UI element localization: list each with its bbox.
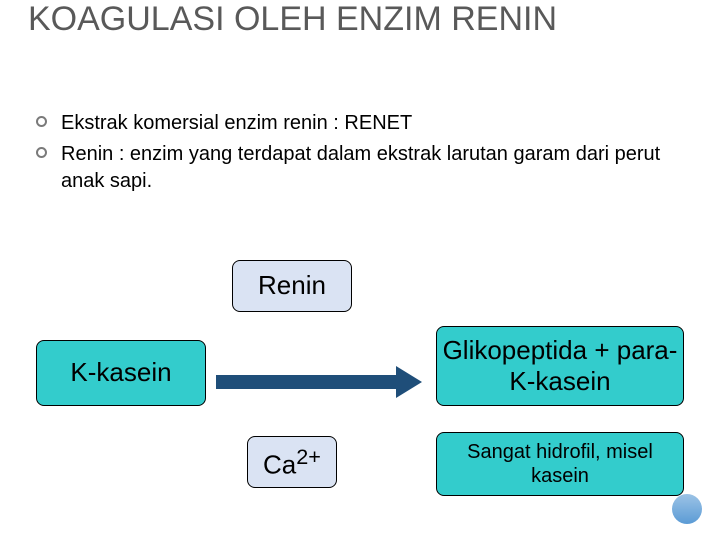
- list-item: Ekstrak komersial enzim renin : RENET: [36, 110, 680, 137]
- node-label: Ca2+: [263, 444, 321, 481]
- arrow-icon: [216, 366, 422, 398]
- bullet-icon: [36, 116, 47, 127]
- page-number-circle: [672, 494, 702, 524]
- bullet-icon: [36, 147, 47, 158]
- node-renin: Renin: [232, 260, 352, 312]
- bullet-list: Ekstrak komersial enzim renin : RENET Re…: [36, 110, 680, 199]
- arrow-shaft: [216, 375, 396, 389]
- node-label: Sangat hidrofil, misel kasein: [437, 440, 683, 488]
- node-ca2plus: Ca2+: [247, 436, 337, 488]
- bullet-text: Ekstrak komersial enzim renin : RENET: [61, 110, 412, 137]
- list-item: Renin : enzim yang terdapat dalam ekstra…: [36, 141, 680, 195]
- node-label: Glikopeptida + para-K-kasein: [437, 335, 683, 397]
- flow-diagram: Renin K-kasein Glikopeptida + para-K-kas…: [36, 260, 684, 520]
- ca-sup: 2+: [296, 444, 321, 469]
- node-misel: Sangat hidrofil, misel kasein: [436, 432, 684, 496]
- node-label: Renin: [258, 270, 326, 301]
- slide-title: KOAGULASI OLEH ENZIM RENIN: [28, 0, 557, 39]
- node-label: K-kasein: [70, 357, 171, 388]
- node-k-kasein: K-kasein: [36, 340, 206, 406]
- ca-base: Ca: [263, 449, 296, 479]
- bullet-text: Renin : enzim yang terdapat dalam ekstra…: [61, 141, 680, 195]
- title-text: KOAGULASI OLEH ENZIM RENIN: [28, 0, 557, 38]
- arrow-head: [396, 366, 422, 398]
- node-glikopeptida: Glikopeptida + para-K-kasein: [436, 326, 684, 406]
